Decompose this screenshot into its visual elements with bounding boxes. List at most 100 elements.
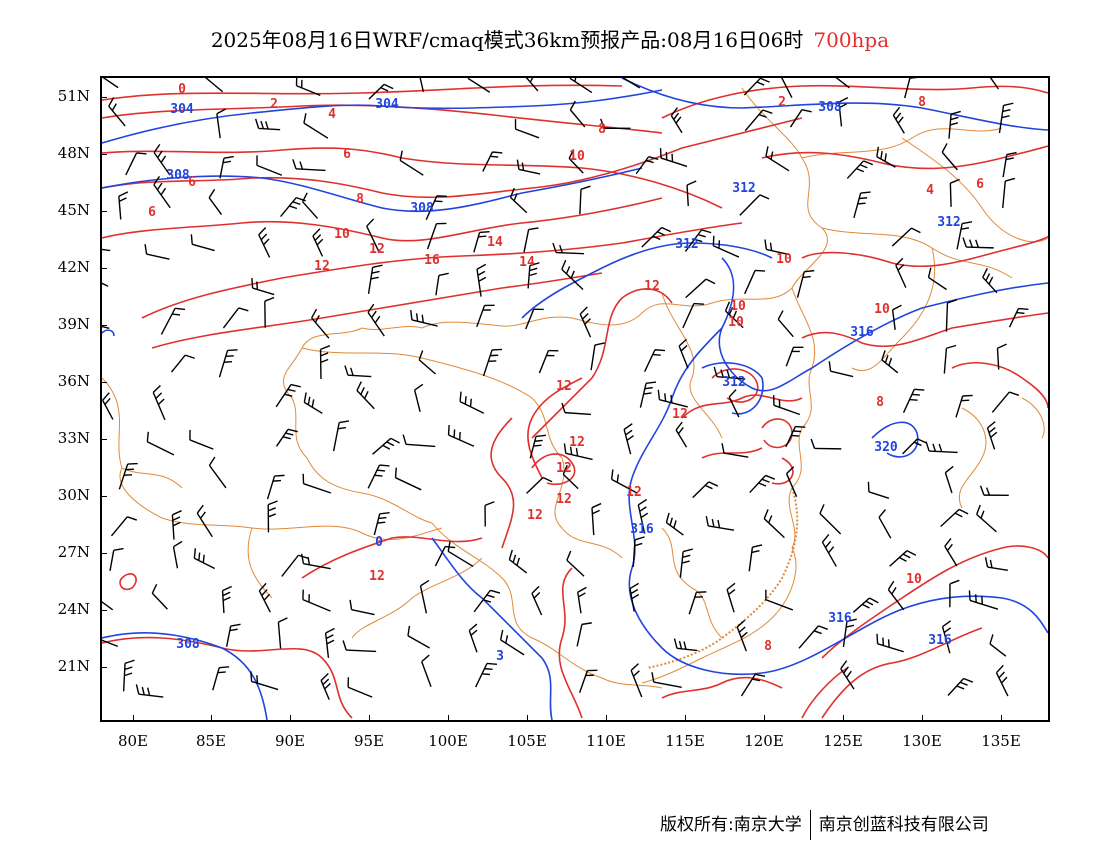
height-label: 304 <box>170 102 194 117</box>
height-label: 312 <box>732 181 755 196</box>
wind-barb <box>881 350 899 374</box>
wind-barb <box>102 248 111 252</box>
lon-label: 135E <box>981 732 1021 750</box>
wind-barb <box>892 106 905 134</box>
wind-barb <box>891 227 921 247</box>
wind-barb <box>1002 177 1016 209</box>
wind-barb <box>332 420 350 452</box>
wind-barb <box>562 464 579 490</box>
temperature-contour <box>301 536 483 579</box>
wind-barb <box>368 83 394 100</box>
height-label: 316 <box>828 611 852 626</box>
temperature-contour <box>151 272 603 349</box>
temperature-label: 4 <box>328 107 336 122</box>
height-label: 320 <box>874 440 898 455</box>
wind-barb <box>644 349 666 372</box>
temperature-label: 10 <box>906 572 922 587</box>
wind-barb <box>509 187 528 214</box>
height-label: 308 <box>176 637 200 652</box>
lat-label: 24N <box>57 600 90 618</box>
wind-barb <box>561 259 584 291</box>
wind-barb <box>526 476 553 494</box>
wind-barb <box>275 428 298 447</box>
temperature-label: 10 <box>776 252 792 267</box>
wind-barb <box>576 622 592 647</box>
contour-labels: 0246668810101212141416121212121212121210… <box>148 82 984 664</box>
wind-barb <box>426 222 447 250</box>
border-line <box>1021 397 1045 439</box>
wind-barb <box>193 548 216 570</box>
wind-barb <box>1002 151 1017 178</box>
height-label: 312 <box>937 215 960 230</box>
wind-barb <box>713 366 746 380</box>
wind-barb <box>673 638 698 652</box>
wind-barb <box>684 229 712 252</box>
wind-barb <box>256 155 283 176</box>
temperature-label: 4 <box>926 183 934 198</box>
wind-barb <box>144 244 170 260</box>
wind-barb <box>473 230 490 253</box>
wind-barb <box>678 338 689 369</box>
temperature-label: 10 <box>569 149 585 164</box>
temperature-label: 12 <box>672 407 688 422</box>
wind-barb <box>342 640 377 653</box>
lon-tick <box>369 715 370 722</box>
temperature-label: 8 <box>356 192 364 207</box>
border-line <box>351 557 483 639</box>
wind-barb <box>303 392 323 414</box>
lon-tick <box>448 715 449 722</box>
border-line <box>661 292 723 439</box>
lat-tick <box>100 439 107 440</box>
wind-barb <box>968 590 999 610</box>
wind-barb <box>281 554 309 577</box>
height-contour <box>871 421 919 458</box>
height-label: 3 <box>496 649 504 664</box>
wind-barb <box>902 388 925 413</box>
temperature-contour <box>102 117 803 199</box>
copyright-footer: 版权所有:南京大学 南京创蓝科技有限公司 <box>660 810 989 840</box>
wind-barb <box>852 597 879 613</box>
wind-barb <box>941 620 952 654</box>
lat-label: 39N <box>57 315 90 333</box>
country-borders <box>102 87 1048 689</box>
wind-barb <box>739 194 770 216</box>
wind-barb <box>591 502 602 536</box>
border-line <box>661 527 723 639</box>
temperature-contour <box>801 312 1048 348</box>
height-contour <box>718 257 813 392</box>
wind-barb <box>895 257 907 288</box>
lon-label: 130E <box>902 732 942 750</box>
wind-barb <box>982 268 998 294</box>
lon-label: 120E <box>744 732 784 750</box>
wind-barb <box>840 660 855 690</box>
wind-barb <box>569 78 593 94</box>
wind-barb <box>146 431 175 456</box>
wind-barb <box>264 296 275 328</box>
temperature-label: 6 <box>976 177 984 192</box>
wind-barb <box>902 438 927 455</box>
wind-barb <box>979 485 1009 497</box>
wind-barb <box>724 301 744 329</box>
border-line <box>282 327 433 524</box>
wind-barb <box>579 185 591 215</box>
wind-barb <box>941 143 958 171</box>
wind-barb <box>508 549 528 574</box>
wind-barb <box>409 309 438 327</box>
wind-barb <box>135 684 164 698</box>
temperature-contour <box>661 84 1048 119</box>
height-label: 308 <box>166 168 190 183</box>
height-label: 316 <box>928 633 952 648</box>
wind-barb <box>109 547 124 571</box>
wind-barb <box>749 474 776 494</box>
pressure-level: 700hpa <box>813 28 890 52</box>
wind-barb <box>925 441 958 454</box>
coastline <box>646 487 799 669</box>
border-line <box>251 525 443 540</box>
wind-barb <box>944 537 958 567</box>
wind-barb <box>940 508 969 528</box>
temperature-contour <box>531 453 576 485</box>
temperature-label: 2 <box>778 95 786 110</box>
wind-barb <box>413 383 424 413</box>
wind-barb <box>688 591 707 615</box>
wind-barb <box>251 278 275 296</box>
